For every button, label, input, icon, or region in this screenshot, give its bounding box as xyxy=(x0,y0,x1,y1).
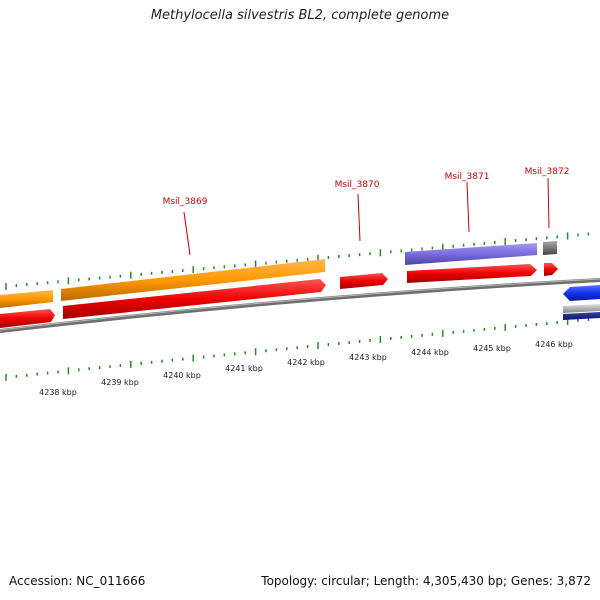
gene-silver-reverse xyxy=(563,304,600,313)
genes-value: 3,872 xyxy=(556,574,591,588)
kbp-label-4241: 4241 kbp xyxy=(225,364,263,373)
gene-grey-msil3872 xyxy=(543,241,557,255)
leader-msil3870 xyxy=(357,193,361,242)
length-label: Length: xyxy=(373,574,420,588)
gene-orange-left xyxy=(0,290,53,308)
genome-backbone-highlight xyxy=(0,278,600,331)
kbp-label-4240: 4240 kbp xyxy=(163,371,201,380)
kbp-label-4239: 4239 kbp xyxy=(101,378,139,387)
kbp-label-4246: 4246 kbp xyxy=(535,340,573,349)
gene-label-msil3870: Msil_3870 xyxy=(335,180,380,190)
inner-tick-ring xyxy=(5,317,590,381)
kbp-label-4245: 4245 kbp xyxy=(473,344,511,353)
outer-tick-ring xyxy=(5,232,590,290)
accession-value: NC_011666 xyxy=(76,574,146,588)
gene-label-msil3872: Msil_3872 xyxy=(525,167,570,177)
gene-purple-msil3871 xyxy=(405,243,537,265)
kbp-label-4242: 4242 kbp xyxy=(287,358,325,367)
gene-orange-msil3869 xyxy=(61,259,325,301)
leader-msil3869 xyxy=(183,211,191,256)
gene-blue-reverse xyxy=(563,285,600,301)
cds-red-msil3871 xyxy=(407,264,537,283)
cds-red-left xyxy=(0,309,55,328)
kbp-label-4243: 4243 kbp xyxy=(349,353,387,362)
genes-label: Genes: xyxy=(510,574,553,588)
gene-label-msil3871: Msil_3871 xyxy=(445,172,490,182)
gene-navy-reverse xyxy=(563,312,600,320)
genome-backbone xyxy=(0,278,600,333)
length-value: 4,305,430 bp xyxy=(422,574,503,588)
leader-msil3871 xyxy=(466,181,470,233)
map-title: Methylocella silvestris BL2, complete ge… xyxy=(150,8,450,23)
cds-red-msil3870 xyxy=(340,273,388,289)
kbp-label-4244: 4244 kbp xyxy=(411,348,449,357)
cds-red-msil3872 xyxy=(544,263,558,276)
leader-msil3872 xyxy=(547,177,550,229)
gene-label-msil3869: Msil_3869 xyxy=(163,197,208,207)
topology-value: circular xyxy=(321,574,366,588)
accession-info: Accession: NC_011666 xyxy=(9,574,145,588)
kbp-label-4238: 4238 kbp xyxy=(39,388,77,397)
topology-label: Topology: xyxy=(261,574,318,588)
cds-red-msil3869 xyxy=(63,279,326,319)
genome-stats: Topology: circular; Length: 4,305,430 bp… xyxy=(261,574,591,588)
accession-label: Accession: xyxy=(9,574,73,588)
